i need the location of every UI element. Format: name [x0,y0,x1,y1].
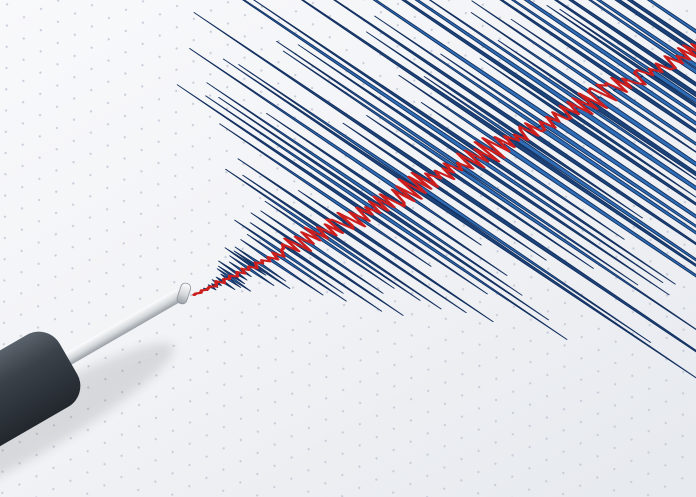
pen-body [0,331,81,497]
spike-down [691,50,696,142]
spike-down [574,106,696,385]
spike-down [369,206,568,340]
spike-down [507,139,696,362]
spike-up [532,0,696,44]
pen-nib [176,282,192,305]
spike-down [536,125,696,354]
spike-down [518,134,643,219]
spike-down [334,224,467,314]
spike-down [664,63,696,208]
red-trace [192,38,696,297]
spike-down [567,110,696,204]
spike-down [638,75,696,204]
spike-down [342,220,494,323]
seismograph-pen [0,282,192,497]
spike-down [594,96,696,362]
spike-down [654,67,696,300]
spike-down [390,197,508,276]
spike-down [560,113,696,291]
spike-down [318,232,421,301]
spike-down [286,247,383,312]
spike-down [612,88,696,232]
spike-up [455,0,696,50]
